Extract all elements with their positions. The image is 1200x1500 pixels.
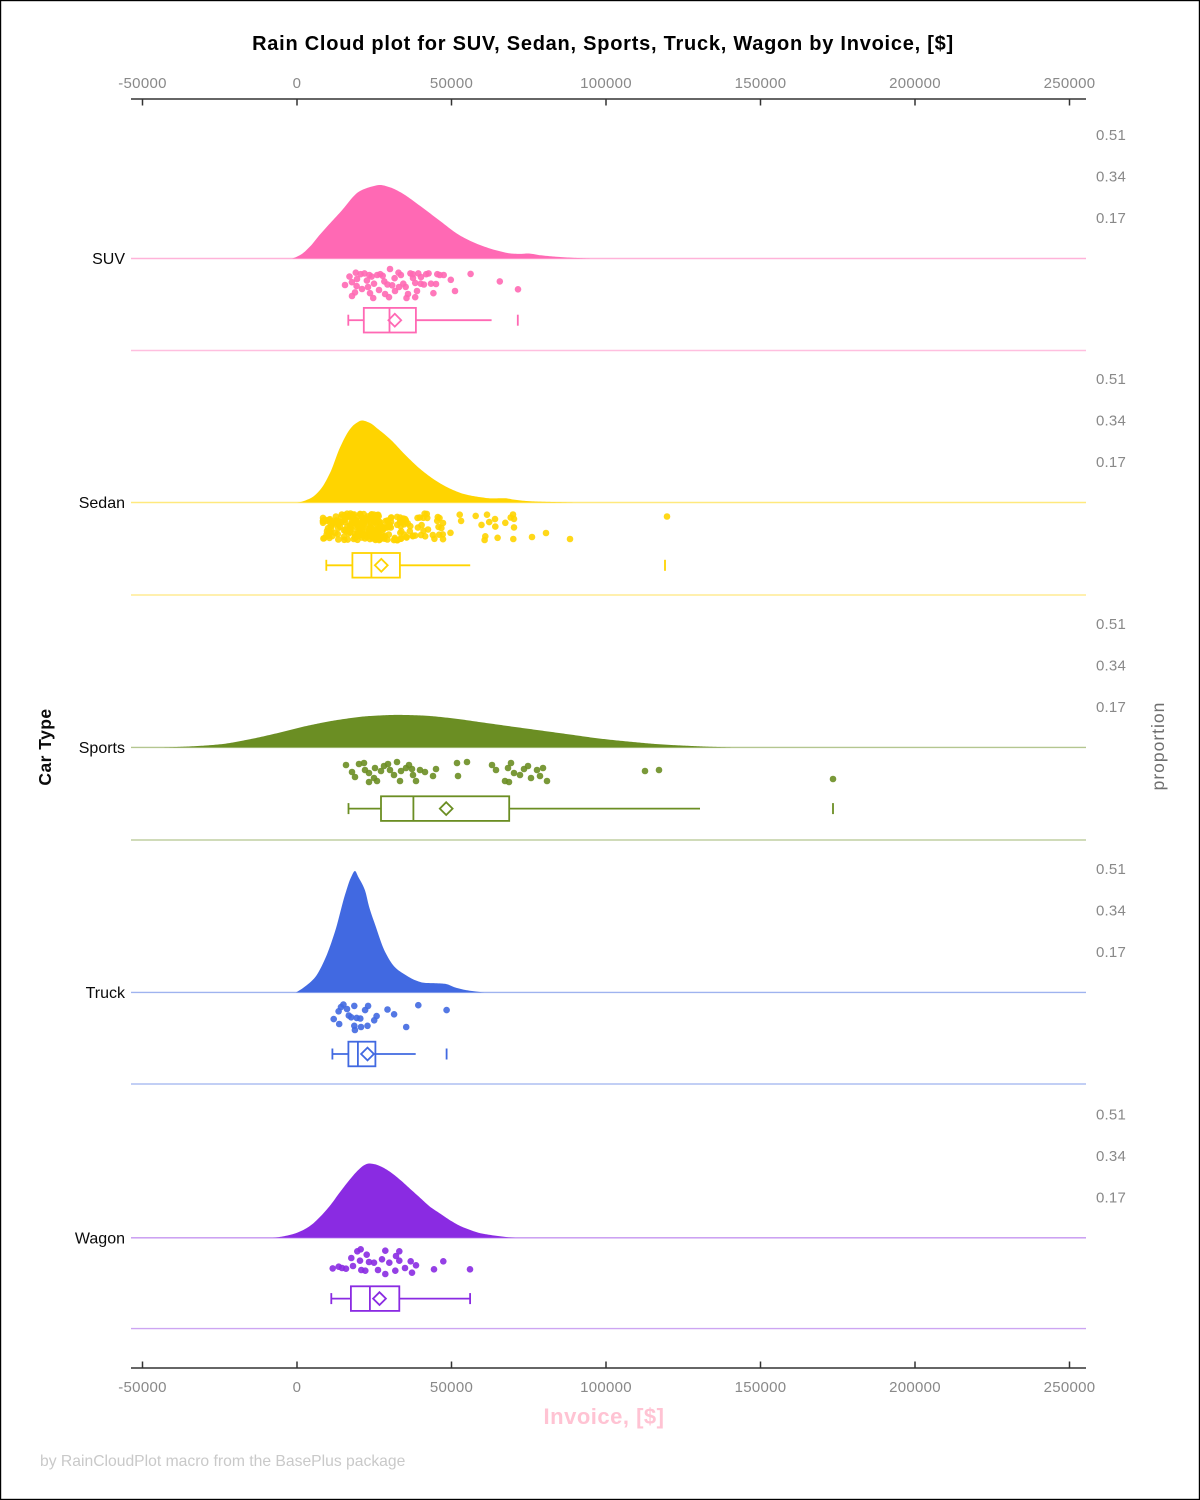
svg-text:50000: 50000 [430,75,473,92]
svg-text:Wagon: Wagon [75,1230,125,1247]
svg-text:100000: 100000 [580,75,632,92]
svg-text:0.51: 0.51 [1096,371,1126,388]
svg-text:0.17: 0.17 [1096,699,1126,716]
svg-text:0.34: 0.34 [1096,657,1126,674]
svg-text:Car Type: Car Type [35,708,55,785]
svg-text:Invoice, [$]: Invoice, [$] [544,1404,665,1429]
svg-text:150000: 150000 [735,75,787,92]
svg-text:0.34: 0.34 [1096,1148,1126,1165]
svg-text:by RainCloudPlot macro from th: by RainCloudPlot macro from the BasePlus… [40,1453,406,1470]
svg-text:0.34: 0.34 [1096,902,1126,919]
svg-text:0.34: 0.34 [1096,169,1126,186]
svg-text:0.17: 0.17 [1096,210,1126,227]
svg-text:0.51: 0.51 [1096,127,1126,144]
svg-text:0.17: 0.17 [1096,1189,1126,1206]
svg-text:0.17: 0.17 [1096,454,1126,471]
svg-text:200000: 200000 [889,75,941,92]
svg-text:Truck: Truck [86,985,126,1002]
svg-text:0: 0 [293,1379,302,1396]
svg-text:50000: 50000 [430,1379,473,1396]
svg-text:-50000: -50000 [118,75,167,92]
svg-text:0.17: 0.17 [1096,944,1126,961]
svg-text:250000: 250000 [1044,75,1096,92]
svg-text:Rain Cloud plot for SUV, Sedan: Rain Cloud plot for SUV, Sedan, Sports, … [252,33,954,55]
svg-text:250000: 250000 [1044,1379,1096,1396]
svg-text:200000: 200000 [889,1379,941,1396]
svg-text:0.51: 0.51 [1096,616,1126,633]
svg-text:SUV: SUV [92,251,125,268]
svg-text:0: 0 [293,75,302,92]
svg-text:Sedan: Sedan [79,495,125,512]
svg-text:-50000: -50000 [118,1379,167,1396]
svg-text:100000: 100000 [580,1379,632,1396]
svg-text:0.34: 0.34 [1096,413,1126,430]
svg-text:150000: 150000 [735,1379,787,1396]
svg-text:0.51: 0.51 [1096,861,1126,878]
svg-text:Sports: Sports [79,740,125,757]
svg-text:0.51: 0.51 [1096,1106,1126,1123]
svg-text:proportion: proportion [1148,702,1168,791]
